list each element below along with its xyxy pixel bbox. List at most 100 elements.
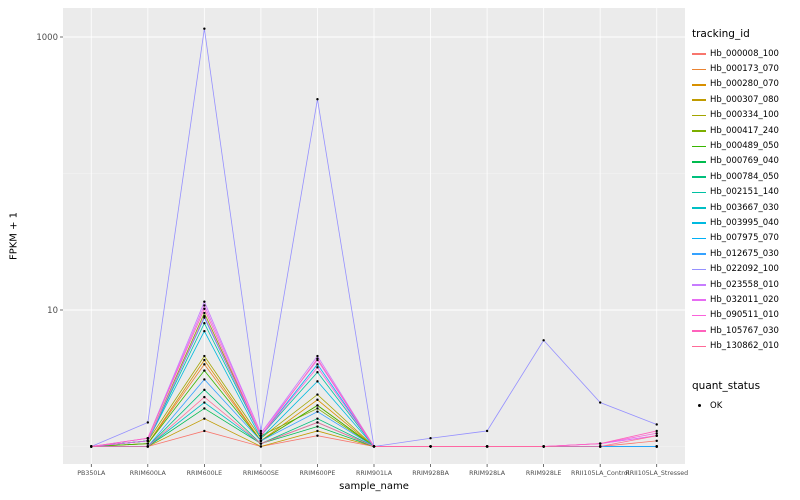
data-point: [90, 445, 93, 448]
data-point: [316, 410, 319, 413]
legend-item-label: Hb_003995_040: [710, 217, 779, 228]
data-point: [203, 329, 206, 333]
data-point: [316, 371, 319, 374]
legend-key-icon: [692, 278, 706, 292]
x-tick-label: RRIM928BA: [412, 470, 449, 477]
data-point: [316, 407, 319, 410]
data-point: [316, 421, 319, 424]
data-point: [203, 311, 206, 315]
data-point: [316, 417, 319, 420]
x-axis-title: sample_name: [339, 481, 409, 492]
data-point: [372, 445, 376, 448]
data-point: [316, 404, 319, 407]
legend-key-icon: [692, 170, 706, 184]
data-point: [203, 407, 206, 410]
legend-key-icon: [692, 293, 706, 307]
data-point: [316, 393, 319, 396]
data-point: [316, 357, 319, 360]
data-point: [203, 369, 206, 372]
y-axis-title: FPKM + 1: [8, 211, 20, 261]
legend-key-icon: [692, 247, 706, 261]
legend-item-label: Hb_000334_100: [710, 110, 779, 121]
x-tick-label: RRIM928LA: [469, 470, 506, 477]
data-point: [203, 300, 206, 303]
x-tick-label: RRIM600LE: [187, 470, 223, 477]
data-point: [203, 378, 206, 381]
legend-key-icon: [692, 108, 706, 122]
legend-key-icon: [692, 62, 706, 76]
legend-item: Hb_002151_140: [692, 185, 800, 200]
data-point: [259, 434, 263, 437]
legend-item-label: Hb_000784_050: [710, 171, 779, 182]
legend-item: Hb_000489_050: [692, 138, 800, 153]
data-point: [146, 439, 150, 443]
legend-item-label: Hb_000307_080: [710, 94, 779, 105]
legend-item: Hb_000008_100: [692, 46, 800, 61]
quant-status-label: OK: [710, 400, 723, 411]
legend-item-label: Hb_000769_040: [710, 156, 779, 167]
data-point: [259, 442, 263, 445]
data-point: [203, 307, 206, 311]
legend-title-tracking-id: tracking_id: [692, 28, 750, 40]
data-point: [203, 354, 206, 358]
legend-item-label: Hb_000280_070: [710, 79, 779, 90]
x-tick-label: RRIM928LE: [526, 470, 562, 477]
data-point: [203, 322, 206, 325]
x-tick-label: RRIM600LA: [130, 470, 167, 477]
legend-item: Hb_007975_070: [692, 231, 800, 246]
legend-key-icon: [692, 47, 706, 61]
data-point: [316, 363, 319, 366]
data-point: [598, 445, 602, 448]
y-tick-label: 1000: [36, 33, 58, 43]
x-tick-label: RRIM600PE: [300, 470, 336, 477]
data-point: [542, 339, 545, 342]
x-tick-label: RRIM901LA: [356, 470, 393, 477]
legend-item: Hb_023558_010: [692, 277, 800, 292]
data-point: [146, 421, 150, 424]
x-tick-label: RRII105LA_Control: [571, 470, 630, 477]
data-point: [316, 354, 319, 358]
legend-key-icon: [692, 216, 706, 230]
data-point: [259, 439, 263, 443]
data-point: [259, 445, 263, 448]
legend-item: Hb_000769_040: [692, 154, 800, 169]
legend-key-icon: [692, 262, 706, 276]
data-point: [655, 432, 658, 435]
legend-item-label: Hb_000417_240: [710, 125, 779, 136]
y-tick-label: 10: [47, 306, 58, 316]
plot-area: 1000 10 PB350LA RRIM600LA RRIM600LE RRIM600SE…: [36, 8, 688, 477]
legend-key-icon: [692, 201, 706, 215]
legend-item: Hb_003995_040: [692, 215, 800, 230]
data-point: [655, 429, 658, 433]
data-point: [316, 434, 319, 437]
data-point: [655, 423, 658, 426]
data-point: [655, 439, 658, 443]
legend-title-quant-status: quant_status: [692, 379, 761, 392]
data-point: [146, 437, 150, 440]
legend-item: Hb_000280_070: [692, 77, 800, 92]
data-point: [203, 395, 206, 399]
legend-key-icon: [692, 324, 706, 338]
legend-key-icon: [692, 77, 706, 91]
data-point: [485, 429, 489, 433]
legend-item: Hb_000334_100: [692, 108, 800, 123]
data-point: [485, 445, 489, 448]
data-point: [316, 425, 319, 428]
data-point: [598, 442, 602, 445]
data-point: [259, 432, 263, 435]
legend-item: Hb_105767_030: [692, 323, 800, 338]
data-point: [316, 366, 319, 369]
legend-item-label: Hb_003667_030: [710, 202, 779, 213]
data-point: [203, 363, 206, 366]
legend-key-icon: [692, 124, 706, 138]
legend-key-icon: [692, 154, 706, 168]
x-tick-label: RRII105LA_Stressed: [625, 470, 688, 477]
data-point: [542, 445, 545, 448]
legend-item-label: Hb_000008_100: [710, 48, 779, 59]
legend-item-label: Hb_000489_050: [710, 141, 779, 152]
legend-key-icon: [692, 185, 706, 199]
data-point: [598, 401, 602, 404]
data-point: [203, 401, 206, 404]
legend-item-label: Hb_090511_010: [710, 310, 779, 321]
legend-item-label: Hb_023558_010: [710, 279, 779, 290]
